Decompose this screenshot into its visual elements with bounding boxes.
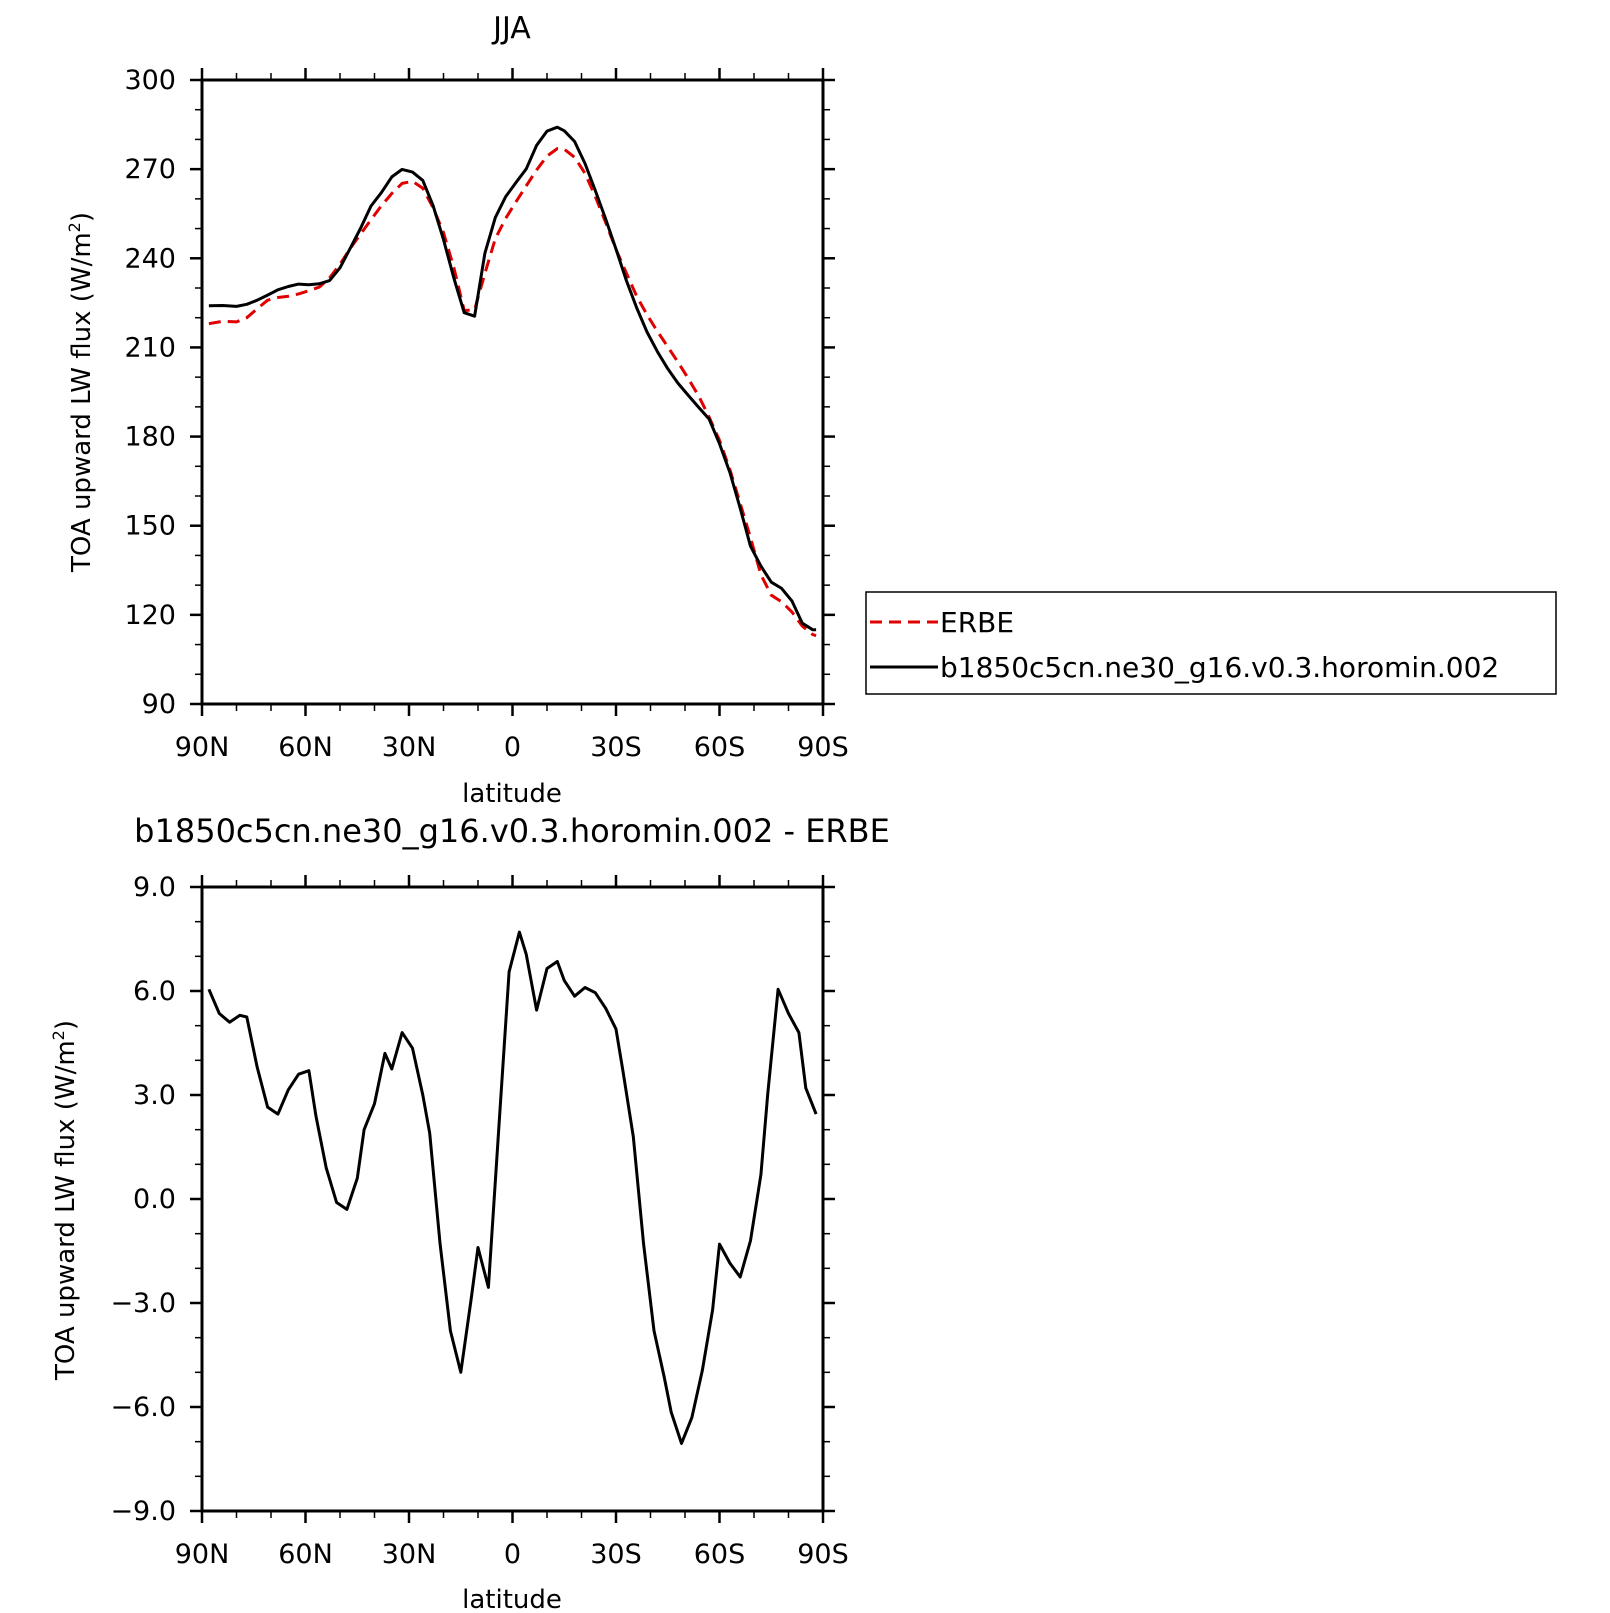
bottom-ytick-label: 6.0 [133, 976, 176, 1007]
bottom-xtick-label: 60S [694, 1539, 746, 1570]
legend-frame [865, 591, 1557, 695]
top-ytick-label: 120 [124, 600, 176, 631]
bottom-xtick-label: 30S [590, 1539, 642, 1570]
bottom-xtick-label: 90S [797, 1539, 849, 1570]
bottom-xtick-label: 30N [382, 1539, 437, 1570]
top-xtick-label: 30S [590, 732, 642, 763]
top-axis-ticks: 90 120 150 180 210 240 270 300 90N 60N 30N 0 30S 60S 9… [124, 65, 848, 763]
bottom-ytick-label: −6.0 [110, 1392, 176, 1423]
bottom-series-line-0 [207, 930, 818, 1445]
bottom-xtick-label: 0 [504, 1539, 521, 1570]
bottom-xtick-label: 90N [175, 1539, 230, 1570]
bottom-ytick-label: 9.0 [133, 872, 176, 903]
bottom-ytick-label: −9.0 [110, 1496, 176, 1527]
top-y-axis-label: TOA upward LW flux (W/m2) [65, 212, 97, 573]
top-plot-frame [200, 78, 825, 706]
top-ytick-label: 300 [124, 65, 176, 96]
bottom-ytick-label: 3.0 [133, 1080, 176, 1111]
bottom-axis-ticks: −9.0 −6.0 −3.0 0.0 3.0 6.0 9.0 90N 60N 30N 0 30S 60S… [110, 872, 848, 1570]
top-xtick-label: 60N [278, 732, 333, 763]
legend-label-erbe: ERBE [940, 606, 1014, 639]
top-xtick-label: 90S [797, 732, 849, 763]
bottom-chart-title: b1850c5cn.ne30_g16.v0.3.horomin.002 - ER… [134, 812, 890, 850]
top-series-line-1 [208, 125, 817, 632]
bottom-chart: −9.0 −6.0 −3.0 0.0 3.0 6.0 9.0 90N 60N 30N 0 30S 60S… [49, 872, 849, 1613]
bottom-ytick-label: −3.0 [110, 1288, 176, 1319]
bottom-series-group [207, 930, 818, 1445]
bottom-plot-frame [200, 885, 825, 1513]
top-xtick-label: 30N [382, 732, 437, 763]
top-ytick-label: 90 [142, 689, 176, 720]
bottom-xtick-label: 60N [278, 1539, 333, 1570]
bottom-x-axis-label: latitude [462, 1585, 562, 1613]
top-ytick-label: 150 [124, 511, 176, 542]
top-series-group [208, 125, 817, 638]
top-ytick-label: 180 [124, 422, 176, 453]
legend: ERBE b1850c5cn.ne30_g16.v0.3.horomin.002 [865, 591, 1557, 695]
top-xtick-label: 0 [504, 732, 521, 763]
top-chart-title: JJA [491, 11, 531, 46]
top-x-axis-label: latitude [462, 779, 562, 809]
top-ytick-label: 210 [124, 332, 176, 363]
legend-label-model: b1850c5cn.ne30_g16.v0.3.horomin.002 [940, 651, 1499, 684]
top-ytick-label: 270 [124, 154, 176, 185]
bottom-y-axis-label: TOA upward LW flux (W/m2) [49, 1020, 81, 1381]
top-chart: 90 120 150 180 210 240 270 300 90N 60N 30N 0 30S 60S 9… [65, 65, 849, 809]
top-ytick-label: 240 [124, 243, 176, 274]
top-series-line-0 [208, 147, 817, 638]
top-xtick-label: 60S [694, 732, 746, 763]
top-xtick-label: 90N [175, 732, 230, 763]
bottom-ytick-label: 0.0 [133, 1184, 176, 1215]
